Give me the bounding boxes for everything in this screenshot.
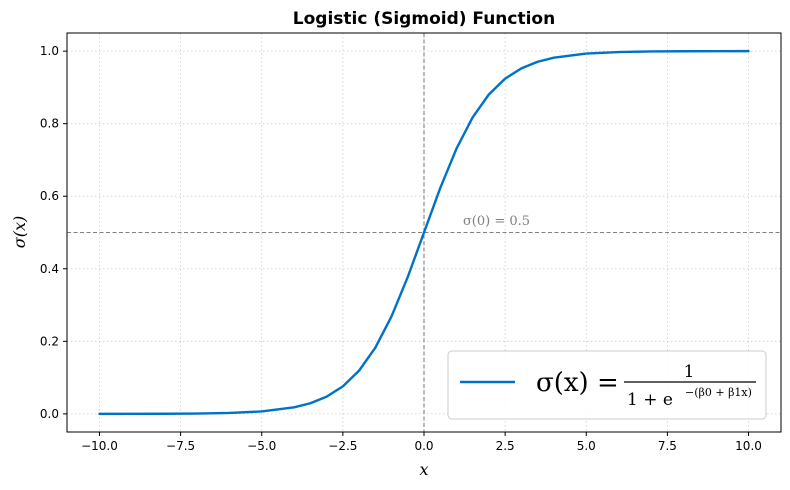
chart-title: Logistic (Sigmoid) Function <box>293 9 555 29</box>
x-tick-label: 10.0 <box>735 439 762 453</box>
x-tick-label: 2.5 <box>496 439 515 453</box>
y-tick-label: 0.0 <box>40 407 59 421</box>
legend-denominator: 1 + e <box>627 390 673 410</box>
legend-numerator: 1 <box>684 362 695 382</box>
x-axis-label: x <box>419 460 428 479</box>
y-tick-label: 0.6 <box>40 189 59 203</box>
x-tick-label: 0.0 <box>414 439 433 453</box>
legend: σ(x) = 1 1 + e −(β0 + β1x) <box>448 351 766 419</box>
annotation-label: σ(0) = 0.5 <box>463 214 530 229</box>
legend-lhs: σ(x) = <box>536 368 619 398</box>
x-tick-label: 5.0 <box>577 439 596 453</box>
x-tick-label: 7.5 <box>658 439 677 453</box>
y-tick-label: 1.0 <box>40 44 59 58</box>
x-tick-label: −2.5 <box>328 439 357 453</box>
y-tick-label: 0.8 <box>40 117 59 131</box>
y-axis-label: σ(x) <box>10 216 29 248</box>
x-tick-label: −7.5 <box>166 439 195 453</box>
x-tick-label: −5.0 <box>247 439 276 453</box>
legend-exponent: −(β0 + β1x) <box>685 386 752 399</box>
x-tick-label: −10.0 <box>81 439 118 453</box>
y-tick-label: 0.2 <box>40 334 59 348</box>
y-tick-label: 0.4 <box>40 262 59 276</box>
